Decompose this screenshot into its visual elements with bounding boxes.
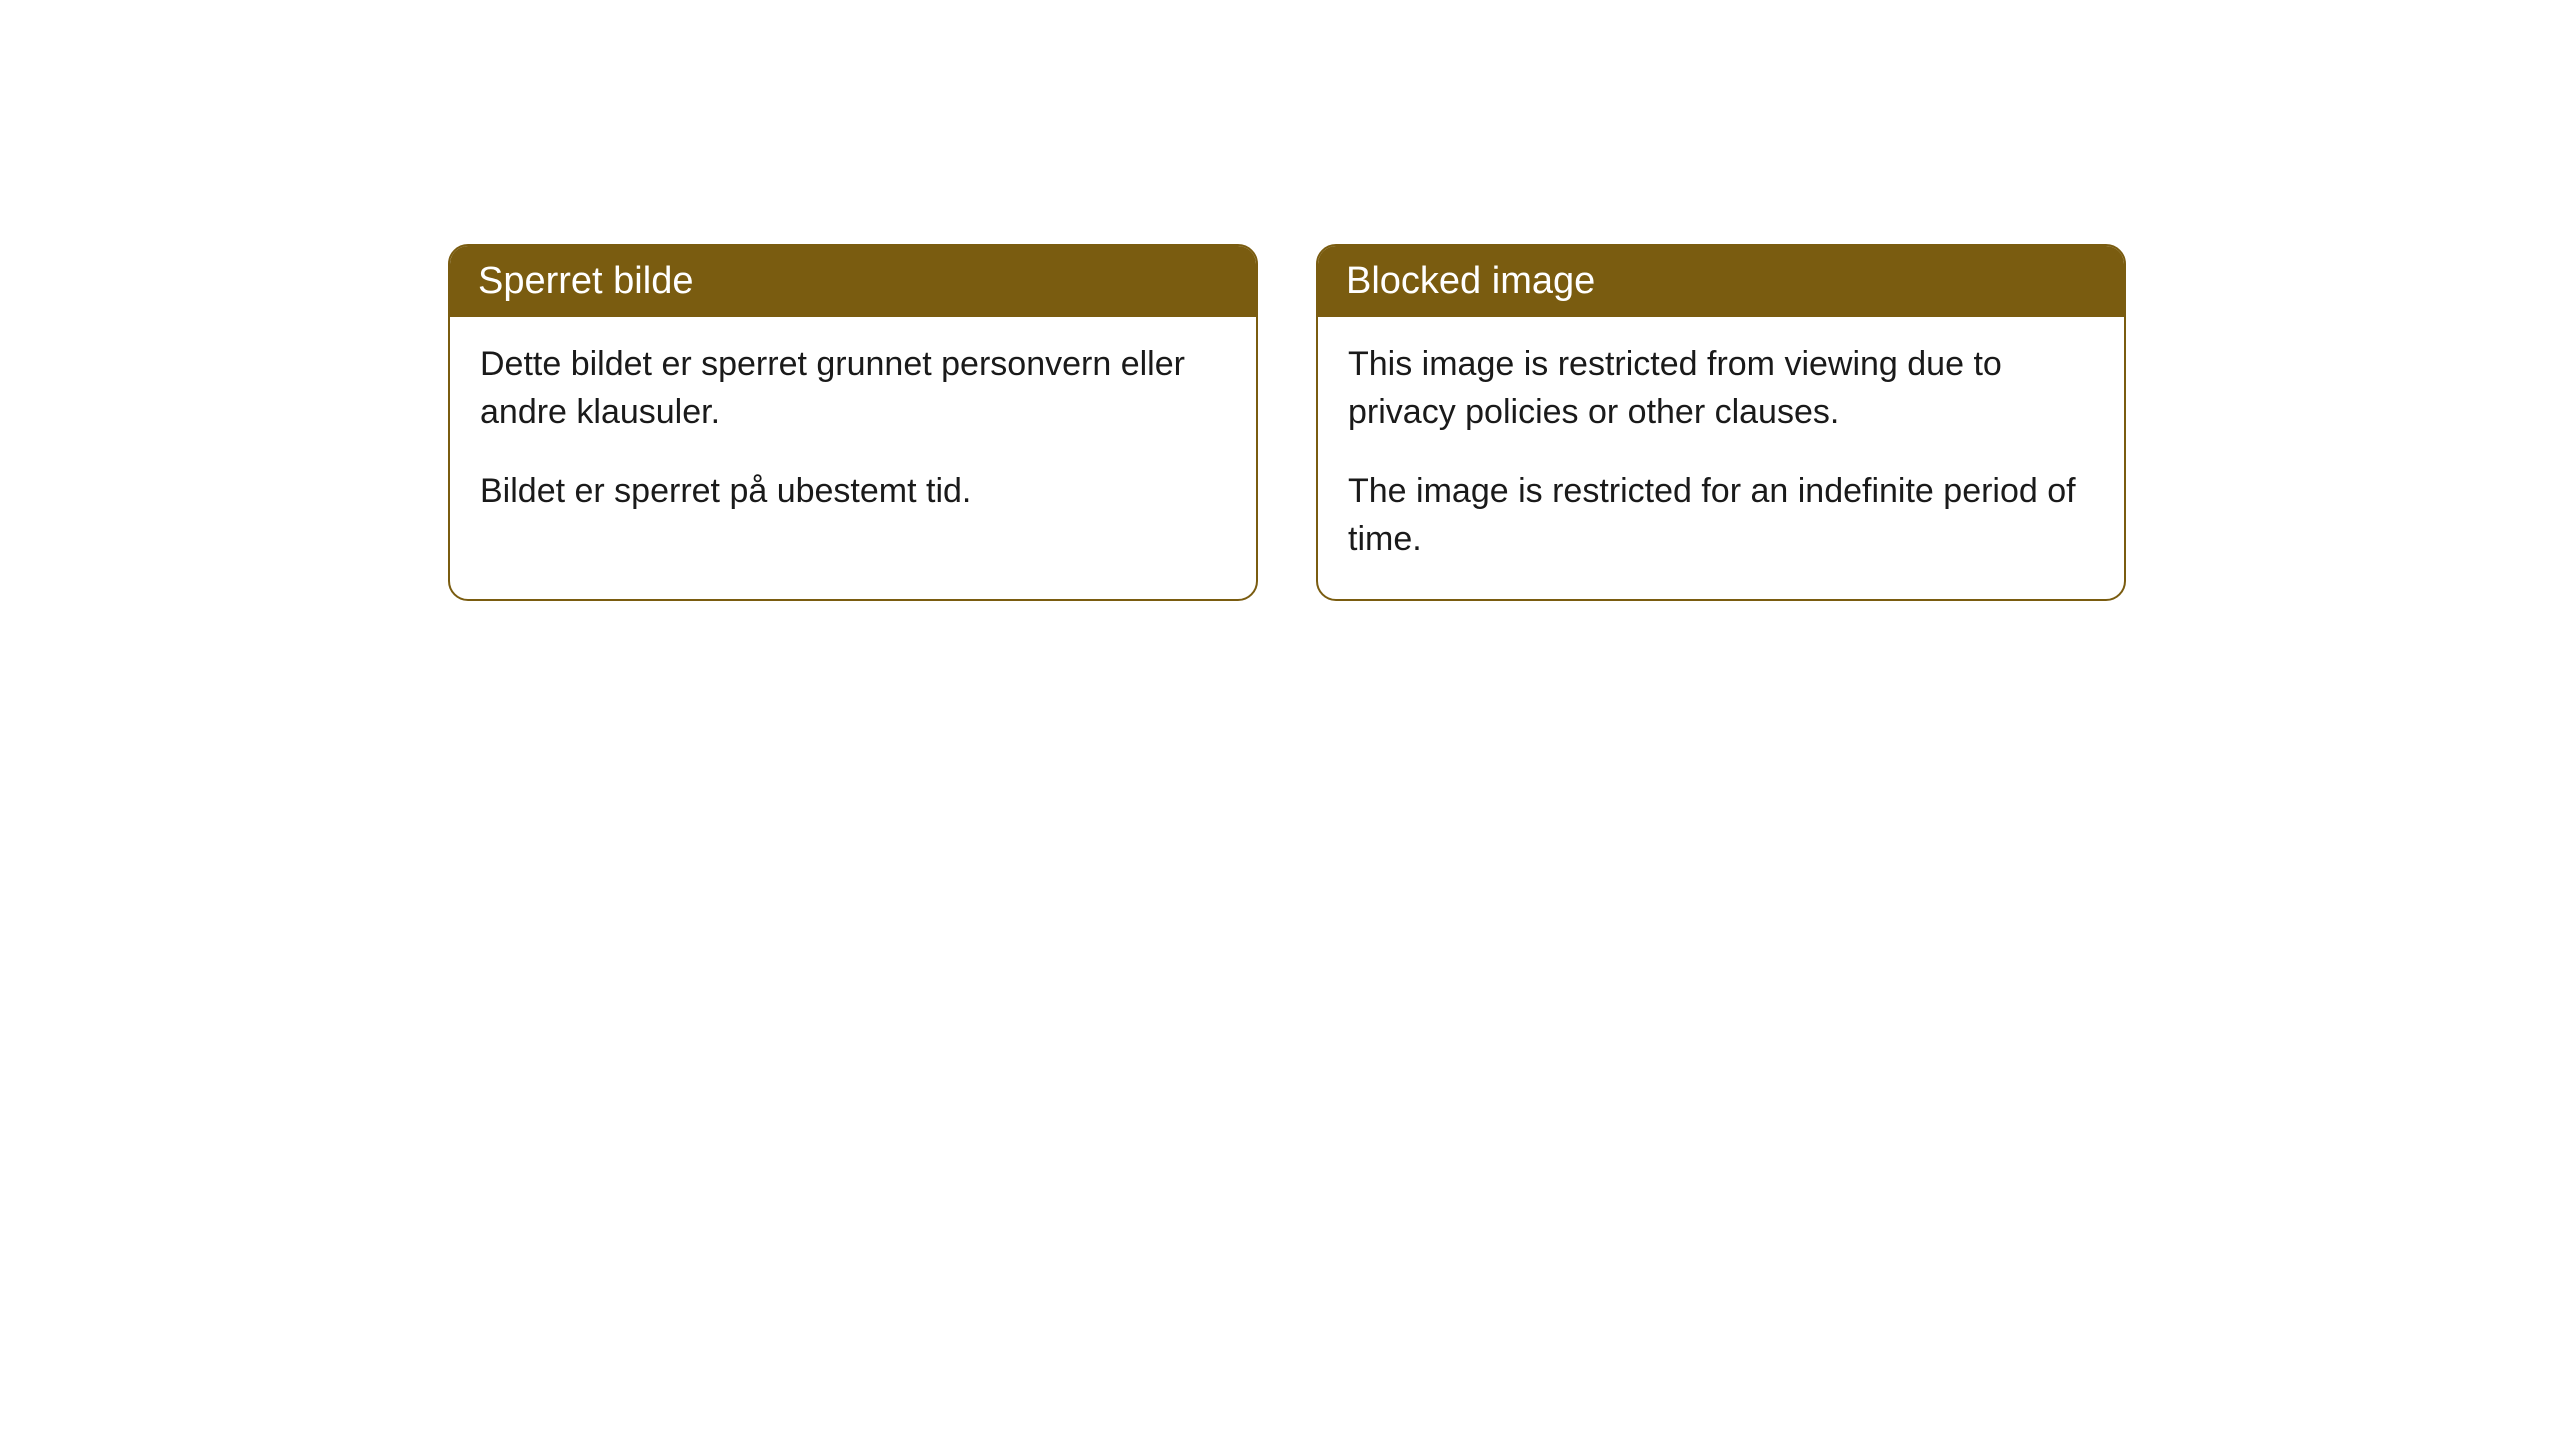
card-header: Blocked image bbox=[1318, 246, 2124, 317]
notice-text-primary: Dette bildet er sperret grunnet personve… bbox=[480, 341, 1226, 436]
notice-cards-container: Sperret bilde Dette bildet er sperret gr… bbox=[448, 244, 2126, 601]
notice-card-norwegian: Sperret bilde Dette bildet er sperret gr… bbox=[448, 244, 1258, 601]
notice-card-english: Blocked image This image is restricted f… bbox=[1316, 244, 2126, 601]
card-body: This image is restricted from viewing du… bbox=[1318, 317, 2124, 599]
card-header: Sperret bilde bbox=[450, 246, 1256, 317]
notice-text-primary: This image is restricted from viewing du… bbox=[1348, 341, 2094, 436]
notice-text-secondary: The image is restricted for an indefinit… bbox=[1348, 468, 2094, 563]
notice-text-secondary: Bildet er sperret på ubestemt tid. bbox=[480, 468, 1226, 516]
card-body: Dette bildet er sperret grunnet personve… bbox=[450, 317, 1256, 552]
